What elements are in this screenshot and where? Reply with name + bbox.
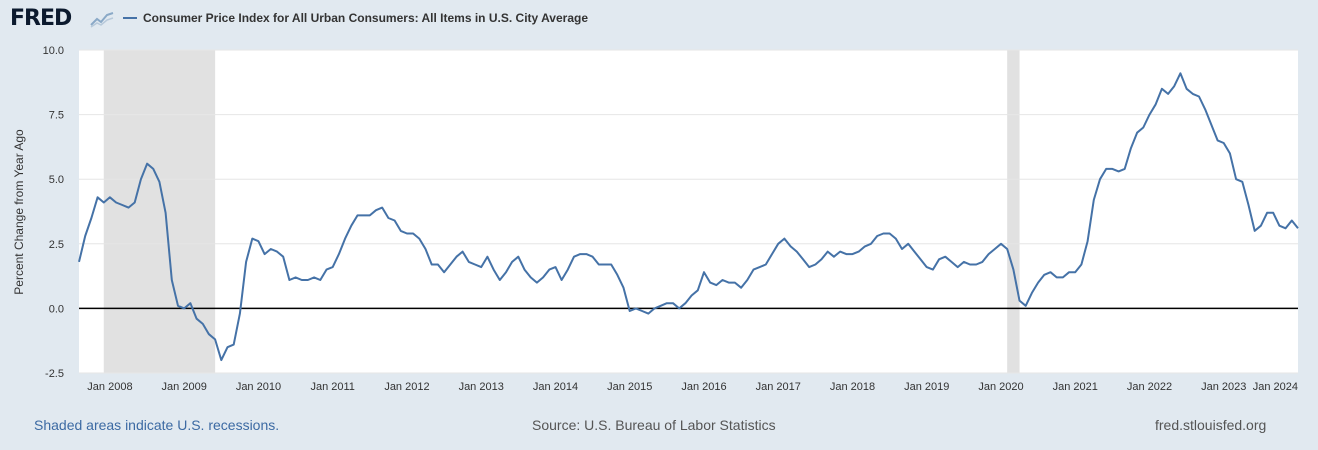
x-tick-label: Jan 2010	[236, 381, 281, 393]
x-tick-label: Jan 2013	[459, 381, 504, 393]
y-tick-label: -2.5	[45, 368, 64, 380]
recession-band	[1007, 50, 1020, 373]
recession-band	[103, 50, 216, 373]
x-tick-label: Jan 2012	[384, 381, 429, 393]
recession-note: Shaded areas indicate U.S. recessions.	[34, 417, 280, 433]
y-tick-label: 7.5	[49, 110, 64, 122]
x-tick-label: Jan 2022	[1127, 381, 1172, 393]
chart-header: FRED Consumer Price Index for All Urban …	[0, 0, 1318, 38]
trend-graph-icon	[89, 10, 115, 28]
source-credit: Source: U.S. Bureau of Labor Statistics	[532, 417, 776, 433]
x-tick-label: Jan 2014	[533, 381, 578, 393]
x-tick-label: Jan 2021	[1053, 381, 1098, 393]
x-tick-label: Jan 2018	[830, 381, 875, 393]
x-tick-label: Jan 2015	[607, 381, 652, 393]
fred-logo[interactable]: FRED	[10, 6, 72, 31]
y-tick-label: 2.5	[49, 239, 64, 251]
legend-swatch	[123, 17, 137, 19]
x-tick-label: Jan 2017	[756, 381, 801, 393]
x-tick-label: Jan 2016	[681, 381, 726, 393]
legend-label: Consumer Price Index for All Urban Consu…	[143, 11, 588, 25]
cpi-chart[interactable]: 10.0 7.5 5.0 2.5 0.0 -2.5 Jan 2008 Jan 2009 Jan…	[0, 0, 1318, 410]
y-axis-label: Percent Change from Year Ago	[12, 129, 26, 295]
series-line[interactable]	[78, 72, 1299, 362]
x-tick-label: Jan 2011	[310, 381, 354, 393]
site-link[interactable]: fred.stlouisfed.org	[1155, 417, 1267, 433]
x-tick-label: Jan 2009	[162, 381, 207, 393]
x-tick-label: Jan 2024	[1253, 381, 1298, 393]
x-tick-label: Jan 2020	[978, 381, 1023, 393]
chart-legend[interactable]: Consumer Price Index for All Urban Consu…	[123, 11, 588, 25]
plot-area	[79, 50, 1298, 373]
y-tick-label: 0.0	[49, 303, 64, 315]
y-tick-label: 5.0	[49, 174, 64, 186]
x-tick-label: Jan 2008	[87, 381, 132, 393]
x-tick-label: Jan 2019	[904, 381, 949, 393]
x-tick-label: Jan 2023	[1201, 381, 1246, 393]
y-tick-label: 10.0	[43, 45, 64, 57]
